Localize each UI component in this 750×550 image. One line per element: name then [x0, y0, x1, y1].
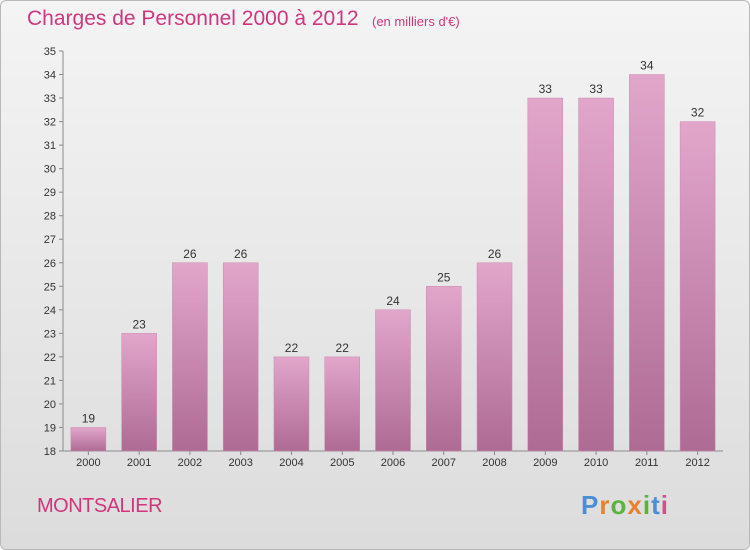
bar-value-label: 32 [691, 106, 705, 120]
y-tick-label: 27 [44, 234, 56, 246]
bar-value-label: 22 [336, 341, 350, 355]
y-tick-label: 24 [44, 305, 56, 317]
bar-2006 [375, 309, 411, 452]
bar-2004 [273, 356, 310, 452]
logo-letter: o [610, 490, 628, 520]
y-tick-label: 32 [44, 117, 56, 129]
proxiti-logo[interactable]: Proxiti [581, 490, 669, 521]
y-tick-label: 25 [44, 281, 56, 293]
bars: 19 23 26 26 22 22 24 25 26 33 33 34 32 [70, 59, 716, 452]
bar-2003 [222, 262, 259, 452]
y-tick-label: 23 [44, 328, 56, 340]
x-tick-label: 2000 [76, 457, 100, 469]
bar-2007 [426, 286, 462, 452]
logo-letter: r [599, 490, 611, 520]
y-tick-label: 34 [44, 70, 56, 82]
logo-letter: i [642, 490, 652, 520]
x-axis: 2000 2001 2002 2003 2004 2005 2006 2007 2008 2009… [63, 450, 723, 469]
logo-letter: i [660, 490, 669, 520]
y-tick-label: 30 [44, 164, 56, 176]
bar-2000 [70, 427, 107, 452]
x-tick-label: 2002 [178, 457, 202, 469]
y-tick-label: 33 [44, 93, 56, 105]
bar-value-label: 33 [539, 82, 553, 96]
y-tick-label: 29 [44, 187, 56, 199]
x-tick-label: 2009 [533, 457, 557, 469]
x-tick-label: 2011 [635, 457, 659, 469]
y-tick-label: 26 [44, 258, 56, 270]
x-tick-label: 2008 [482, 457, 506, 469]
x-tick-label: 2004 [279, 457, 303, 469]
bar-2005 [324, 356, 360, 452]
x-tick-label: 2007 [432, 457, 456, 469]
bar-value-label: 22 [285, 341, 299, 355]
logo-letter: P [581, 490, 600, 520]
bar-value-label: 26 [488, 247, 502, 261]
bar-value-label: 25 [437, 270, 451, 284]
bar-value-label: 26 [234, 247, 248, 261]
bar-value-label: 34 [640, 59, 654, 73]
x-tick-label: 2010 [584, 457, 608, 469]
bar-2010 [578, 97, 614, 452]
x-tick-label: 2005 [330, 457, 354, 469]
y-tick-label: 22 [44, 352, 56, 364]
bar-2011 [629, 74, 665, 452]
y-tick-label: 20 [44, 399, 56, 411]
bar-2002 [172, 262, 208, 452]
x-tick-label: 2006 [381, 457, 405, 469]
x-tick-label: 2003 [228, 457, 252, 469]
bar-2008 [476, 262, 513, 452]
bar-value-label: 24 [386, 294, 400, 308]
y-tick-label: 18 [44, 446, 56, 458]
y-tick-label: 19 [44, 422, 56, 434]
logo-letter: x [627, 490, 643, 520]
y-tick-label: 31 [44, 140, 56, 152]
chart-title: Charges de Personnel 2000 à 2012 [27, 7, 359, 30]
y-tick-label: 21 [44, 375, 56, 387]
y-tick-label: 28 [44, 211, 56, 223]
logo-letter: t [651, 490, 661, 520]
bar-2001 [121, 333, 157, 452]
bar-value-label: 26 [183, 247, 197, 261]
bar-value-label: 19 [82, 411, 96, 425]
y-tick-label: 35 [44, 46, 56, 58]
x-tick-label: 2012 [685, 457, 709, 469]
y-axis: 18 19 20 21 22 23 24 25 26 27 28 29 30 31 32 33 34 35 [44, 46, 64, 458]
chart-subtitle: (en milliers d'€) [372, 14, 460, 29]
bar-2009 [527, 97, 564, 452]
bar-value-label: 33 [589, 82, 603, 96]
x-tick-label: 2001 [127, 457, 151, 469]
commune-name: MONTSALIER [37, 495, 163, 517]
bar-value-label: 23 [132, 317, 146, 331]
bar-2012 [679, 121, 716, 452]
